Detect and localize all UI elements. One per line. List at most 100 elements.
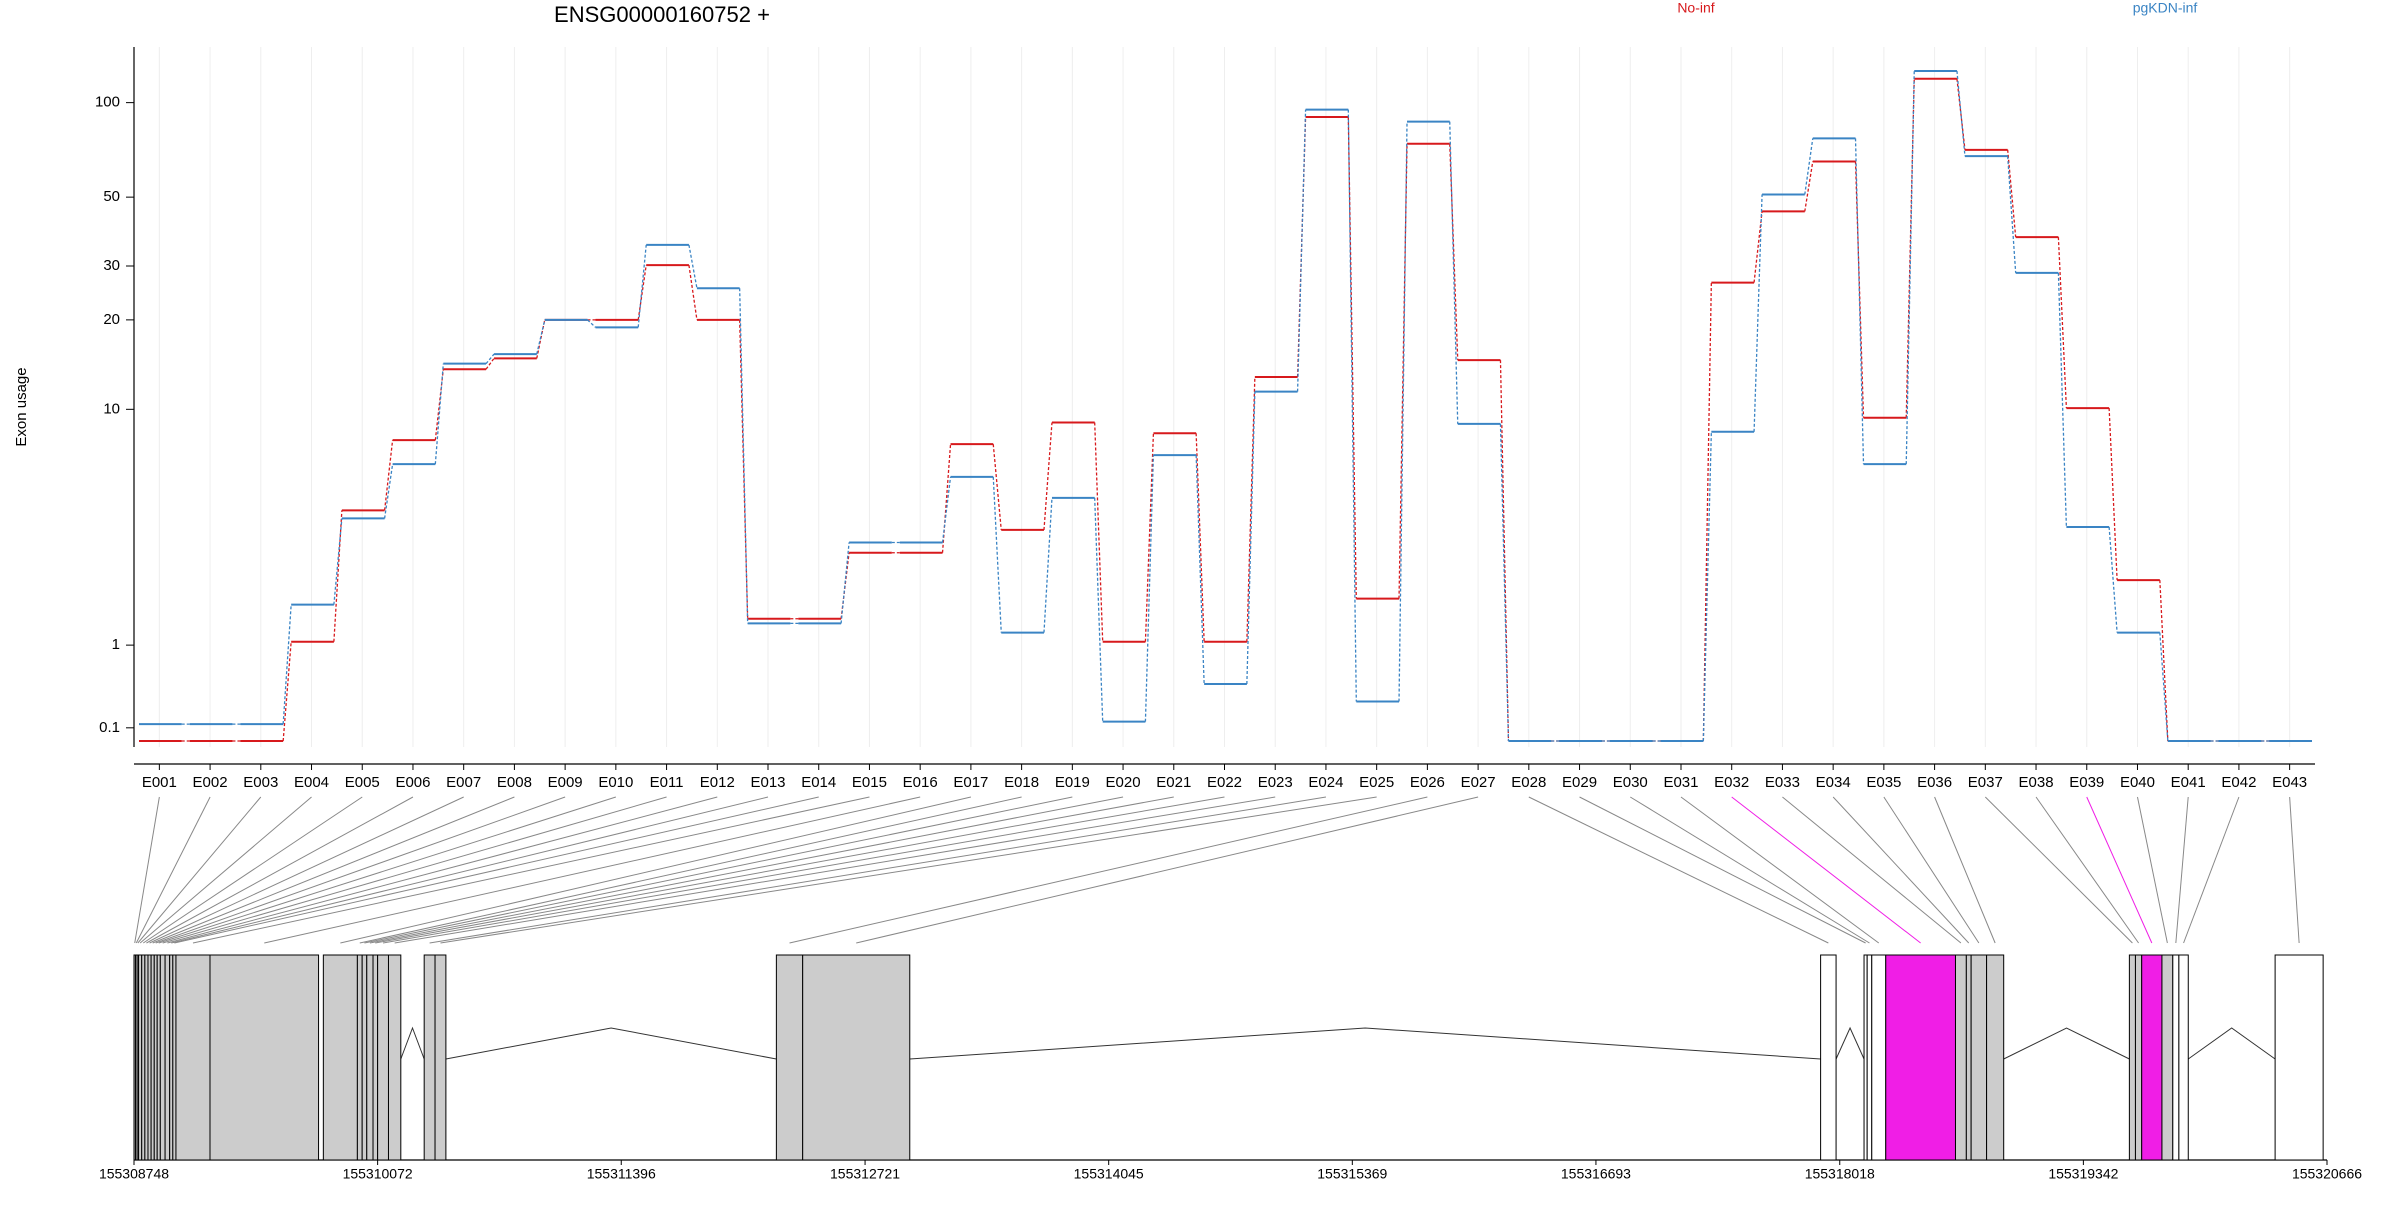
genomic-tick-label: 155311396	[587, 1166, 656, 1182]
exon-connector	[1630, 796, 1870, 944]
exon-connector	[2086, 796, 2153, 944]
exon-connector	[139, 796, 312, 944]
chart-title: ENSG00000160752 +	[554, 2, 770, 27]
x-tick-label: E023	[1258, 774, 1293, 791]
exon	[366, 954, 374, 1161]
exon	[361, 954, 368, 1161]
x-tick-label: E029	[1562, 774, 1597, 791]
step-connector	[1449, 143, 1459, 361]
y-tick-label: 1	[112, 636, 120, 653]
x-tick-label: E038	[2019, 774, 2054, 791]
exon-connector	[1782, 796, 1962, 944]
x-tick-label: E032	[1714, 774, 1749, 791]
step-connector	[2057, 272, 2068, 527]
y-tick-label: 100	[95, 94, 120, 111]
exon-connector	[856, 796, 1479, 944]
exon-connector	[359, 796, 1022, 944]
x-tick-label: E031	[1663, 774, 1698, 791]
exon-connector	[375, 796, 1174, 944]
exon-connector	[340, 796, 972, 944]
exon-connector	[135, 796, 211, 944]
exon-connector	[1579, 796, 1866, 944]
genomic-tick-label: 155308748	[99, 1166, 169, 1182]
exon	[159, 954, 166, 1161]
x-tick-label: E017	[953, 774, 988, 791]
x-tick-label: E013	[750, 774, 785, 791]
exon-connector	[143, 796, 363, 944]
step-connector	[1144, 433, 1155, 642]
step-connector	[1043, 422, 1053, 530]
step-connector	[2007, 156, 2017, 273]
x-tick-label: E041	[2171, 774, 2206, 791]
step-connector	[587, 319, 596, 328]
exon-connector	[789, 796, 1428, 944]
exon	[1965, 954, 1972, 1161]
step-connector	[1246, 376, 1256, 642]
step-connector	[1702, 282, 1712, 742]
step-connector	[1296, 109, 1307, 392]
genomic-tick-label: 155312721	[830, 1166, 900, 1182]
exon	[1970, 954, 1988, 1161]
intron	[909, 1027, 1821, 1060]
step-connector	[1499, 423, 1510, 742]
exon-connector	[158, 796, 617, 944]
exon-connector	[155, 796, 566, 944]
x-tick-label: E007	[446, 774, 481, 791]
step-connector	[637, 244, 647, 328]
exon-connector	[369, 796, 1124, 944]
x-tick-label: E042	[2221, 774, 2256, 791]
exon-connector	[167, 796, 718, 944]
exon-connector	[174, 796, 819, 944]
x-tick-label: E027	[1461, 774, 1496, 791]
exon	[356, 954, 363, 1161]
genomic-tick-label: 155319342	[2048, 1166, 2118, 1182]
x-tick-label: E034	[1816, 774, 1851, 791]
x-tick-label: E019	[1055, 774, 1090, 791]
exon-connector	[264, 796, 921, 944]
exon	[175, 954, 211, 1161]
x-tick-label: E024	[1308, 774, 1343, 791]
x-tick-label: E037	[1968, 774, 2003, 791]
step-connector	[2159, 580, 2169, 742]
exon-connector	[394, 796, 1276, 944]
x-tick-label: E006	[395, 774, 430, 791]
exon	[322, 954, 358, 1161]
exon-connector	[149, 796, 464, 944]
step-connector	[434, 369, 444, 441]
exon	[2161, 954, 2174, 1161]
x-tick-label: E001	[142, 774, 177, 791]
exon-connector	[134, 796, 160, 944]
step-connector	[282, 641, 292, 742]
x-tick-label: E033	[1765, 774, 1800, 791]
x-tick-label: E036	[1917, 774, 1952, 791]
step-connector	[536, 319, 546, 355]
step-connector	[2057, 237, 2068, 409]
exon	[164, 954, 171, 1161]
step-connector	[1804, 161, 1814, 212]
step-connector	[2108, 408, 2118, 581]
exon	[1820, 954, 1837, 1161]
exon	[1866, 954, 1873, 1161]
step-connector	[1905, 70, 1915, 465]
x-tick-label: E021	[1156, 774, 1191, 791]
x-tick-label: E016	[903, 774, 938, 791]
step-connector	[1804, 138, 1814, 195]
genomic-tick-label: 155314045	[1074, 1166, 1144, 1182]
step-connector	[485, 357, 495, 370]
step-connector	[941, 476, 952, 543]
step-connector	[333, 510, 343, 642]
step-connector	[688, 265, 698, 320]
exon-connector	[2289, 796, 2300, 944]
step-connector	[739, 288, 749, 624]
exon-connector	[2175, 796, 2189, 944]
step-connector	[536, 319, 546, 359]
legend-entry: No-inf	[1677, 0, 1714, 16]
exon-connector	[137, 796, 262, 944]
x-tick-label: E020	[1106, 774, 1141, 791]
intron	[2003, 1027, 2130, 1060]
genomic-tick-label: 155316693	[1561, 1166, 1631, 1182]
x-tick-label: E008	[497, 774, 532, 791]
step-connector	[1702, 431, 1712, 742]
x-tick-label: E014	[801, 774, 836, 791]
step-connector	[1347, 117, 1357, 599]
